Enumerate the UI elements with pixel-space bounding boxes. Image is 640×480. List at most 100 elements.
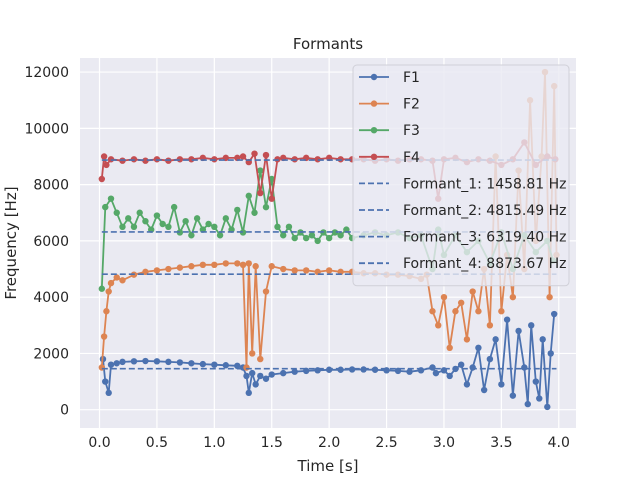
y-tick-label: 6000 [33,234,69,250]
data-point [113,360,120,367]
data-point [285,223,293,231]
data-point [536,395,543,402]
data-point [475,308,482,315]
legend-label: Formant_1: 1458.81 Hz [403,176,567,192]
data-point [291,234,298,242]
data-point [550,310,558,318]
y-axis-label: Frequency [Hz] [2,186,20,299]
data-point [165,265,172,273]
data-point [153,212,161,219]
data-point [176,264,184,271]
data-point [211,261,218,269]
data-point [325,366,333,373]
data-point [234,362,241,370]
x-tick-label: 3.0 [433,435,455,451]
y-tick-label: 2000 [33,346,69,362]
data-point [113,274,120,281]
data-point [463,336,471,343]
data-point [457,361,465,368]
data-point [435,322,442,329]
data-point [199,261,207,269]
data-point [257,355,264,363]
data-point [274,223,281,231]
legend-label: F2 [403,97,420,113]
x-axis-label: Time [s] [297,457,359,475]
legend-label: F3 [403,123,420,139]
data-point [348,366,356,373]
data-point [314,156,321,163]
data-point [245,260,252,267]
data-point [547,350,554,357]
data-point [291,368,298,375]
data-point [222,215,230,222]
data-point [136,209,143,216]
data-point [280,265,287,273]
data-point [176,359,184,366]
x-tick-label: 1.5 [261,435,283,451]
data-point [302,234,310,242]
data-point [314,237,321,245]
series-f1 [99,310,558,411]
x-tick-label: 3.5 [490,435,512,451]
data-point [105,389,112,397]
data-point [371,366,379,373]
data-point [268,371,275,378]
data-point [234,260,241,267]
data-point [176,229,184,236]
legend-box [352,64,570,287]
data-point [337,232,344,239]
data-point [188,263,195,270]
legend-label: Formant_3: 6319.40 Hz [403,230,567,246]
data-point [199,360,207,368]
data-point [100,333,108,340]
legend-label: Formant_4: 8873.67 Hz [403,256,567,272]
data-point [524,400,531,408]
data-point [188,360,195,367]
data-point [239,261,247,269]
data-point [249,369,256,377]
data-point [337,366,344,373]
data-point [119,277,126,284]
y-tick-label: 8000 [33,178,69,194]
data-point [251,209,258,216]
x-tick-label: 2.5 [375,435,397,451]
data-point [262,203,270,211]
data-point [234,206,241,214]
legend-marker [370,127,378,134]
data-point [469,288,476,295]
data-point [165,223,172,231]
data-point [429,308,436,315]
x-tick-label: 4.0 [548,435,570,451]
legend-label: F4 [403,150,420,166]
data-point [498,381,505,388]
data-point [245,389,252,397]
data-point [105,288,112,295]
data-point [102,378,109,385]
x-tick-label: 1.0 [203,435,225,451]
data-point [252,263,259,270]
data-point [291,267,298,274]
data-point [257,167,264,174]
data-point [205,220,212,228]
data-point [239,153,247,160]
data-point [406,368,413,375]
data-point [102,203,109,211]
x-tick-label: 0.0 [88,435,110,451]
data-point [546,293,553,301]
data-point [262,151,270,159]
data-point [142,357,149,365]
data-point [98,175,106,183]
data-point [165,358,172,366]
data-point [119,358,126,366]
y-ticks: 0 2000 4000 6000 8000 10000 12000 [24,65,69,419]
data-point [446,372,453,380]
data-point [280,369,287,377]
data-point [262,288,270,295]
data-point [503,316,511,323]
data-point [486,355,494,363]
data-point [498,308,505,315]
data-point [440,293,448,301]
data-point [142,157,149,164]
chart-title: Formants [293,35,363,53]
data-point [103,308,110,315]
